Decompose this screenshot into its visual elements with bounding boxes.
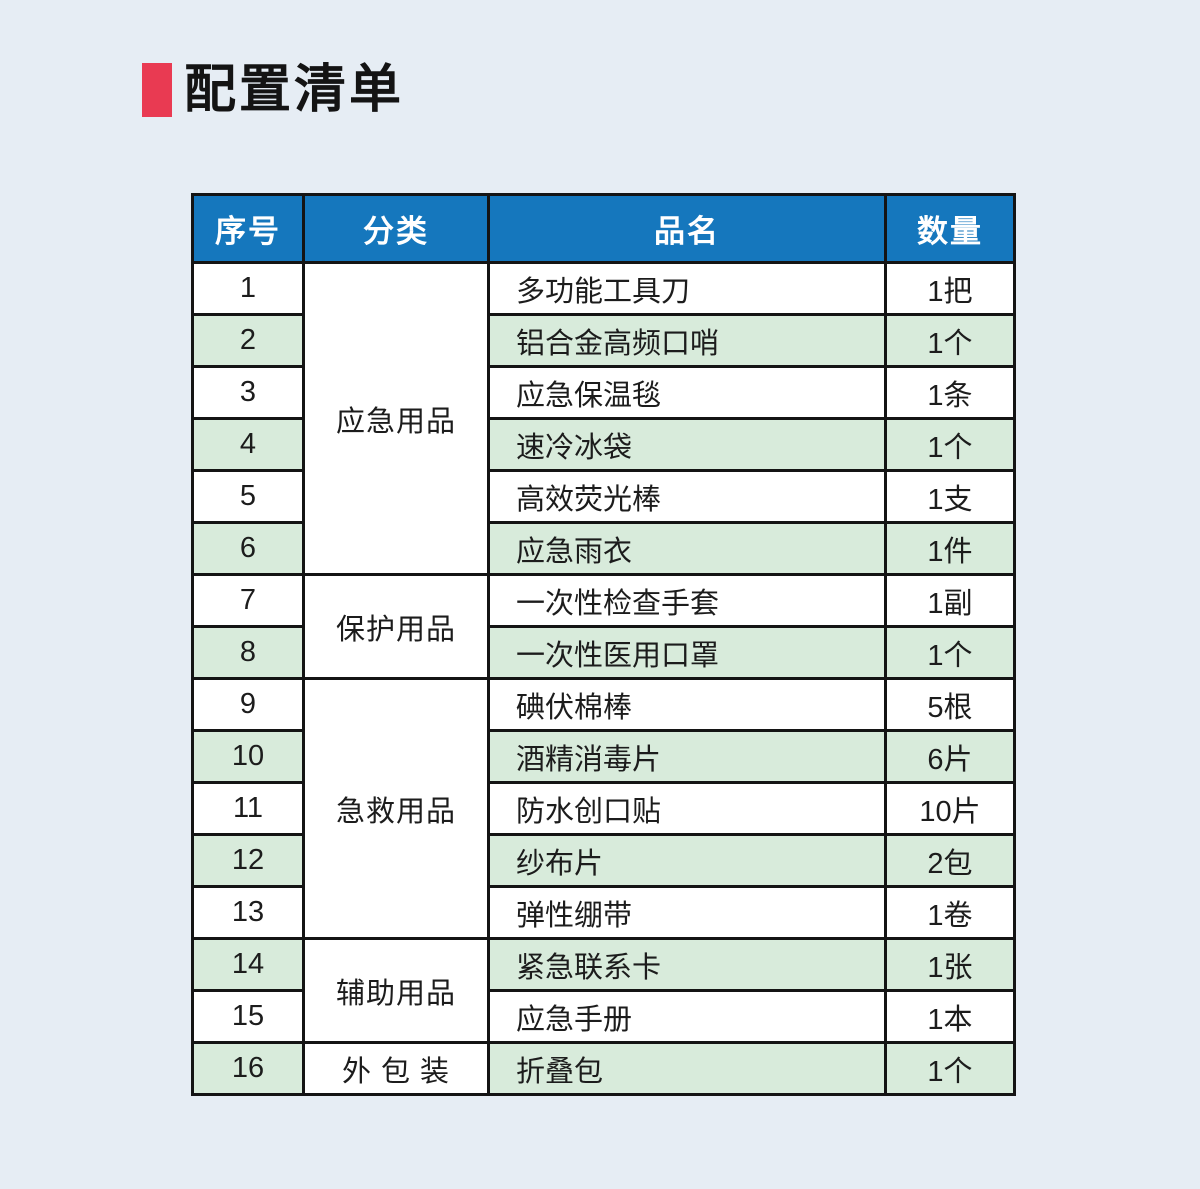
row-number-cell: 7 xyxy=(191,573,305,628)
table-row: 12 纱布片 2包 xyxy=(191,833,1016,888)
row-number-cell: 6 xyxy=(191,521,305,576)
header-name: 品名 xyxy=(487,193,887,264)
item-name-cell: 铝合金高频口哨 xyxy=(487,313,887,368)
quantity-cell: 1个 xyxy=(884,625,1016,680)
quantity-cell: 1副 xyxy=(884,573,1016,628)
table-row: 4 速冷冰袋 1个 xyxy=(191,417,1016,472)
table-row: 11 防水创口贴 10片 xyxy=(191,781,1016,836)
item-name-cell: 酒精消毒片 xyxy=(487,729,887,784)
category-cell: 辅助用品 xyxy=(302,937,490,1044)
quantity-cell: 1个 xyxy=(884,417,1016,472)
item-name-cell: 弹性绷带 xyxy=(487,885,887,940)
row-number-cell: 11 xyxy=(191,781,305,836)
table-header: 序号 分类 品名 数量 xyxy=(191,193,1016,264)
page-title-block: 配置清单 xyxy=(142,60,404,120)
quantity-cell: 1个 xyxy=(884,313,1016,368)
table-body: 1 应急用品 多功能工具刀 1把 2 铝合金高频口哨 1个 3 应急保温毯 1条… xyxy=(191,261,1016,1096)
category-cell: 急救用品 xyxy=(302,677,490,940)
row-number-cell: 12 xyxy=(191,833,305,888)
row-number-cell: 5 xyxy=(191,469,305,524)
page-title: 配置清单 xyxy=(184,61,405,119)
row-number-cell: 3 xyxy=(191,365,305,420)
quantity-cell: 2包 xyxy=(884,833,1016,888)
row-number-cell: 13 xyxy=(191,885,305,940)
item-name-cell: 一次性医用口罩 xyxy=(487,625,887,680)
item-name-cell: 速冷冰袋 xyxy=(487,417,887,472)
row-number-cell: 8 xyxy=(191,625,305,680)
table-row: 14 辅助用品 紧急联系卡 1张 xyxy=(191,937,1016,1044)
title-accent-bar xyxy=(142,63,172,117)
item-name-cell: 紧急联系卡 xyxy=(487,937,887,992)
header-qty: 数量 xyxy=(884,193,1016,264)
configuration-table: 序号 分类 品名 数量 1 应急用品 多功能工具刀 1把 2 铝合金高频口哨 1… xyxy=(191,193,1016,1096)
row-number-cell: 9 xyxy=(191,677,305,732)
item-name-cell: 应急保温毯 xyxy=(487,365,887,420)
table-row: 10 酒精消毒片 6片 xyxy=(191,729,1016,784)
table-row: 2 铝合金高频口哨 1个 xyxy=(191,313,1016,368)
quantity-cell: 6片 xyxy=(884,729,1016,784)
table-row: 1 应急用品 多功能工具刀 1把 xyxy=(191,261,1016,576)
category-cell: 保护用品 xyxy=(302,573,490,680)
quantity-cell: 1件 xyxy=(884,521,1016,576)
row-number-cell: 4 xyxy=(191,417,305,472)
item-name-cell: 折叠包 xyxy=(487,1041,887,1096)
quantity-cell: 1个 xyxy=(884,1041,1016,1096)
item-name-cell: 应急手册 xyxy=(487,989,887,1044)
row-number-cell: 10 xyxy=(191,729,305,784)
quantity-cell: 1条 xyxy=(884,365,1016,420)
row-number-cell: 16 xyxy=(191,1041,305,1096)
item-name-cell: 纱布片 xyxy=(487,833,887,888)
table-row: 16 外 包 装 折叠包 1个 xyxy=(191,1041,1016,1096)
header-row: 序号 分类 品名 数量 xyxy=(191,193,1016,264)
category-cell: 外 包 装 xyxy=(302,1041,490,1096)
row-number-cell: 1 xyxy=(191,261,305,316)
row-number-cell: 2 xyxy=(191,313,305,368)
table-row: 7 保护用品 一次性检查手套 1副 xyxy=(191,573,1016,680)
table-row: 8 一次性医用口罩 1个 xyxy=(191,625,1016,680)
category-cell: 应急用品 xyxy=(302,261,490,576)
quantity-cell: 1卷 xyxy=(884,885,1016,940)
header-no: 序号 xyxy=(191,193,305,264)
table-row: 3 应急保温毯 1条 xyxy=(191,365,1016,420)
row-number-cell: 15 xyxy=(191,989,305,1044)
table-row: 6 应急雨衣 1件 xyxy=(191,521,1016,576)
table-row: 15 应急手册 1本 xyxy=(191,989,1016,1044)
row-number-cell: 14 xyxy=(191,937,305,992)
table-row: 5 高效荧光棒 1支 xyxy=(191,469,1016,524)
table-row: 13 弹性绷带 1卷 xyxy=(191,885,1016,940)
item-name-cell: 应急雨衣 xyxy=(487,521,887,576)
quantity-cell: 5根 xyxy=(884,677,1016,732)
item-name-cell: 碘伏棉棒 xyxy=(487,677,887,732)
item-name-cell: 一次性检查手套 xyxy=(487,573,887,628)
item-name-cell: 高效荧光棒 xyxy=(487,469,887,524)
item-name-cell: 防水创口贴 xyxy=(487,781,887,836)
quantity-cell: 1支 xyxy=(884,469,1016,524)
quantity-cell: 1把 xyxy=(884,261,1016,316)
quantity-cell: 1张 xyxy=(884,937,1016,992)
quantity-cell: 1本 xyxy=(884,989,1016,1044)
quantity-cell: 10片 xyxy=(884,781,1016,836)
item-name-cell: 多功能工具刀 xyxy=(487,261,887,316)
table-row: 9 急救用品 碘伏棉棒 5根 xyxy=(191,677,1016,940)
header-category: 分类 xyxy=(302,193,490,264)
